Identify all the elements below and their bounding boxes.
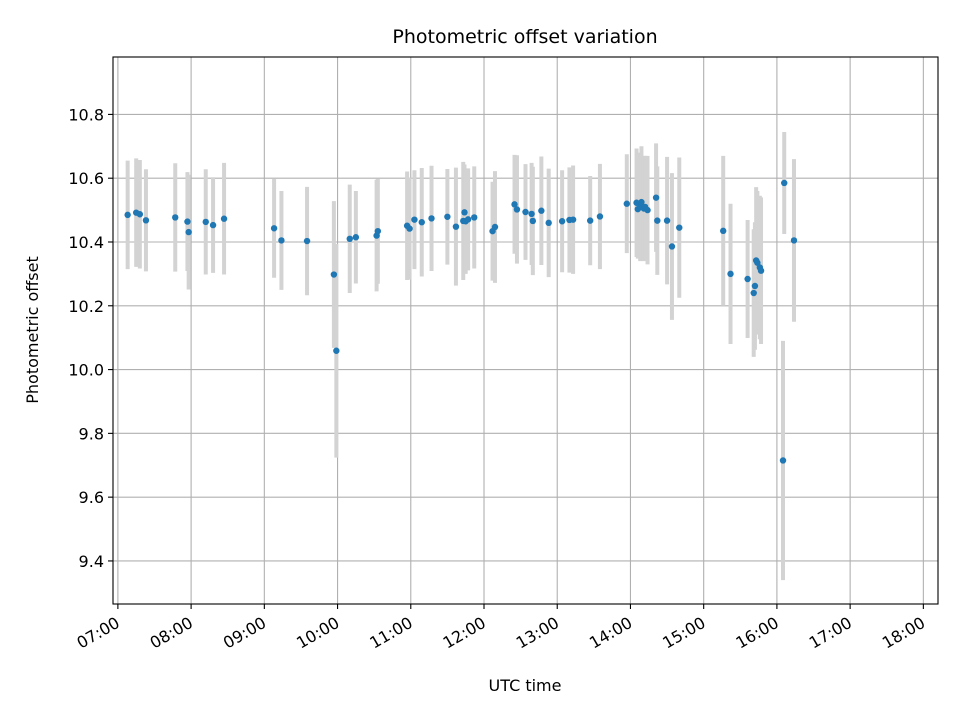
data-point — [464, 216, 472, 223]
data-point — [633, 199, 640, 206]
data-point — [569, 216, 577, 223]
data-point — [411, 216, 418, 223]
data-point — [744, 275, 751, 283]
x-tick-label: 16:00 — [732, 613, 781, 653]
y-tick-label: 10.0 — [68, 361, 104, 380]
data-point — [333, 347, 340, 354]
data-point — [623, 200, 630, 207]
y-tick-label: 10.2 — [68, 297, 104, 316]
data-point — [558, 218, 566, 225]
data-point — [303, 237, 311, 245]
y-tick-label: 10.4 — [68, 233, 104, 252]
x-axis-label: UTC time — [489, 676, 562, 695]
data-point — [720, 227, 727, 235]
data-point — [528, 210, 535, 218]
plot-frame — [112, 56, 939, 605]
data-points — [124, 179, 798, 464]
data-point — [654, 217, 661, 224]
error-bars — [125, 131, 796, 581]
x-tick-label: 08:00 — [147, 613, 196, 653]
data-point — [491, 223, 499, 231]
data-point — [663, 217, 671, 224]
y-tick-label: 9.8 — [79, 424, 104, 443]
x-tick-label: 15:00 — [659, 613, 708, 653]
data-point — [754, 259, 761, 266]
data-point — [330, 271, 338, 278]
data-point — [545, 219, 552, 227]
y-tick-label: 10.8 — [68, 105, 104, 124]
data-point — [418, 219, 425, 226]
data-point — [513, 206, 521, 213]
data-point — [471, 214, 478, 221]
data-point — [644, 206, 651, 214]
x-tick-label: 18:00 — [879, 613, 928, 653]
data-point — [727, 270, 734, 278]
data-point — [638, 198, 645, 206]
data-point — [278, 237, 285, 244]
data-point — [220, 215, 228, 222]
grid — [113, 57, 938, 604]
data-point — [751, 282, 759, 290]
x-tick-label: 07:00 — [73, 613, 122, 653]
data-point — [596, 213, 604, 220]
x-tick-label: 13:00 — [513, 613, 562, 653]
data-point — [750, 289, 757, 297]
data-point — [586, 217, 594, 224]
data-point — [185, 228, 192, 236]
data-point — [444, 213, 451, 220]
data-point — [452, 223, 460, 230]
data-point — [529, 217, 537, 225]
data-point — [346, 235, 353, 243]
data-point — [522, 208, 529, 216]
x-tick-label: 11:00 — [366, 613, 415, 653]
y-tick-label: 10.6 — [68, 169, 104, 188]
data-point — [406, 225, 413, 232]
data-point — [202, 218, 209, 226]
y-axis-label: Photometric offset — [23, 256, 42, 404]
data-point — [136, 211, 144, 218]
data-point — [781, 179, 788, 187]
chart-title: Photometric offset variation — [392, 26, 657, 48]
data-point — [668, 243, 676, 250]
x-axis-ticks: 07:00 08:00 09:00 10:00 11:00 12:00 13:00 14:00… — [73, 604, 928, 653]
data-point — [652, 194, 660, 201]
y-tick-label: 9.6 — [79, 488, 104, 507]
data-point — [172, 214, 179, 221]
x-tick-label: 09:00 — [220, 613, 269, 653]
data-point — [790, 237, 798, 244]
data-point — [511, 201, 518, 208]
data-point — [352, 234, 360, 241]
data-point — [461, 209, 468, 216]
y-axis-ticks: 9.4 9.6 9.8 10.0 10.2 10.4 10.6 10.8 — [68, 105, 113, 571]
x-tick-label: 17:00 — [806, 613, 855, 653]
data-point — [374, 227, 382, 235]
x-tick-label: 14:00 — [586, 613, 635, 653]
x-tick-label: 12:00 — [440, 613, 489, 653]
data-point — [142, 217, 150, 224]
data-point — [757, 267, 765, 274]
y-tick-label: 9.4 — [79, 552, 104, 571]
data-point — [538, 207, 545, 214]
data-point — [124, 211, 131, 219]
data-point — [779, 457, 787, 464]
data-point — [184, 218, 191, 225]
data-point — [209, 221, 217, 229]
data-point — [676, 224, 683, 231]
data-point — [428, 215, 435, 222]
data-point — [270, 225, 278, 232]
x-tick-label: 10:00 — [293, 613, 342, 653]
